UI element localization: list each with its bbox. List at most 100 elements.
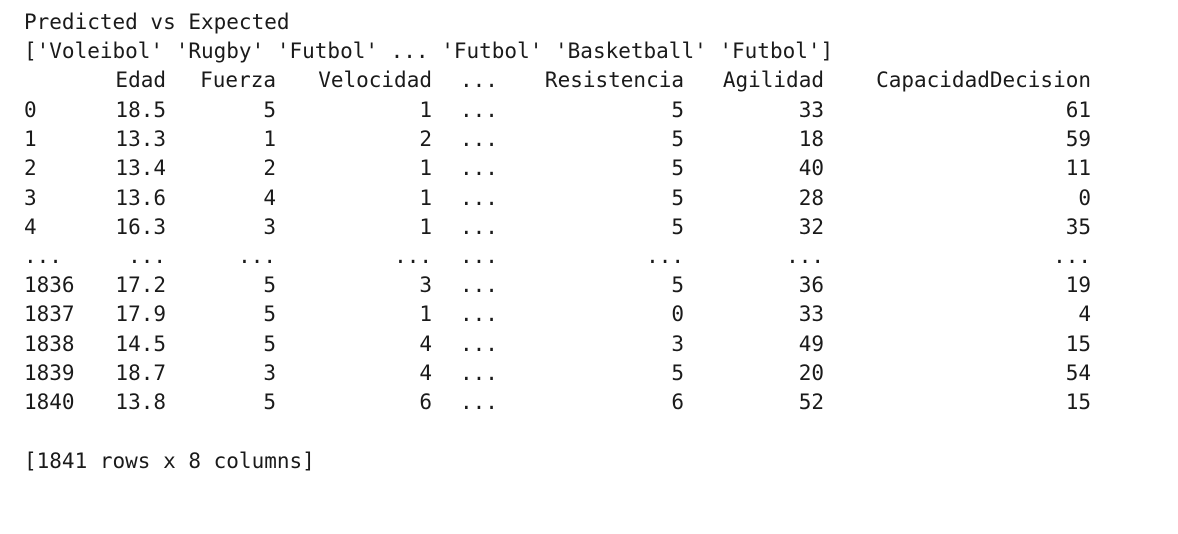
cell-capacidad-decision: 19: [1065, 273, 1091, 298]
cell-velocidad: 1: [419, 156, 432, 181]
row-index: 4: [24, 214, 37, 239]
cell-agilidad: 32: [798, 214, 824, 239]
cell-capacidad-decision: 54: [1065, 360, 1091, 385]
row-index: 1839: [24, 360, 75, 385]
table-row: ........................: [0, 242, 1178, 271]
row-index: 2: [24, 156, 37, 181]
cell-ellipsis: ...: [460, 185, 498, 210]
table-row: 3 13.6 4 1... 5 28 0: [0, 184, 1178, 213]
cell-resistencia: 5: [671, 156, 684, 181]
cell-velocidad: 1: [419, 98, 432, 122]
cell-edad: 13.3: [115, 127, 166, 152]
cell-resistencia: 5: [671, 273, 684, 298]
cell-resistencia: 5: [671, 98, 684, 122]
cell-resistencia: 0: [671, 302, 684, 327]
table-row: 1837 17.9 5 1... 0 33 4: [0, 300, 1178, 329]
table-header: Edad Fuerza Velocidad ... Resistencia Ag…: [0, 66, 1178, 95]
cell-fuerza: 3: [263, 360, 276, 385]
cell-agilidad: 40: [798, 156, 824, 181]
cell-fuerza: ...: [238, 244, 276, 268]
table-row: 0 18.5 5 1... 5 33 61: [0, 96, 1178, 125]
cell-ellipsis: ...: [460, 360, 498, 385]
cell-ellipsis: ...: [460, 273, 498, 298]
cell-resistencia: 5: [671, 360, 684, 385]
cell-resistencia: 5: [671, 127, 684, 152]
cell-ellipsis: ...: [460, 98, 498, 122]
cell-agilidad: 28: [798, 185, 824, 210]
table-row: 1836 17.2 5 3... 5 36 19: [0, 271, 1178, 300]
cell-agilidad: 33: [798, 302, 824, 327]
predictions-line: ['Voleibol' 'Rugby' 'Futbol' ... 'Futbol…: [0, 37, 1178, 66]
cell-capacidad-decision: 15: [1065, 390, 1091, 414]
cell-ellipsis: ...: [460, 390, 498, 414]
cell-edad: ...: [128, 244, 166, 268]
cell-ellipsis: ...: [460, 302, 498, 327]
console-output: Predicted vs Expected ['Voleibol' 'Rugby…: [0, 8, 1178, 476]
cell-capacidad-decision: 15: [1065, 331, 1091, 356]
cell-fuerza: 2: [263, 156, 276, 181]
cell-velocidad: ...: [394, 244, 432, 268]
cell-capacidad-decision: 35: [1065, 214, 1091, 239]
cell-velocidad: 1: [419, 214, 432, 239]
cell-ellipsis: ...: [460, 244, 498, 268]
predictions-array: ['Voleibol' 'Rugby' 'Futbol' ... 'Futbol…: [24, 39, 834, 63]
cell-edad: 17.2: [115, 273, 166, 298]
cell-ellipsis: ...: [460, 214, 498, 239]
cell-agilidad: 49: [798, 331, 824, 356]
title-line: Predicted vs Expected: [0, 8, 1178, 37]
table-row: 1838 14.5 5 4... 3 49 15: [0, 330, 1178, 359]
row-index: 1837: [24, 302, 75, 327]
cell-velocidad: 6: [419, 390, 432, 414]
cell-agilidad: 20: [798, 360, 824, 385]
cell-capacidad-decision: 11: [1065, 156, 1091, 181]
cell-fuerza: 5: [263, 302, 276, 327]
cell-fuerza: 5: [263, 273, 276, 298]
cell-resistencia: 3: [671, 331, 684, 356]
summary-line: [1841 rows x 8 columns]: [0, 447, 1178, 476]
cell-resistencia: 5: [671, 214, 684, 239]
header-velocidad: Velocidad: [318, 68, 432, 92]
cell-velocidad: 4: [419, 360, 432, 385]
cell-agilidad: 33: [798, 98, 824, 122]
cell-fuerza: 5: [263, 98, 276, 122]
output-title: Predicted vs Expected: [24, 10, 290, 34]
table-row: 1840 13.8 5 6... 6 52 15: [0, 388, 1178, 417]
cell-ellipsis: ...: [460, 127, 498, 152]
cell-resistencia: 5: [671, 185, 684, 210]
cell-velocidad: 4: [419, 331, 432, 356]
cell-edad: 18.5: [115, 98, 166, 122]
cell-capacidad-decision: 4: [1078, 302, 1091, 327]
cell-capacidad-decision: 59: [1065, 127, 1091, 152]
row-index: 1838: [24, 331, 75, 356]
cell-velocidad: 1: [419, 302, 432, 327]
cell-agilidad: 52: [798, 390, 824, 414]
row-index: ...: [24, 244, 62, 268]
cell-fuerza: 1: [263, 127, 276, 152]
cell-edad: 18.7: [115, 360, 166, 385]
header-agilidad: Agilidad: [722, 68, 824, 92]
cell-fuerza: 3: [263, 214, 276, 239]
table-row: 1839 18.7 3 4... 5 20 54: [0, 359, 1178, 388]
cell-edad: 13.4: [115, 156, 166, 181]
row-index: 3: [24, 185, 37, 210]
cell-resistencia: ...: [646, 244, 684, 268]
cell-velocidad: 2: [419, 127, 432, 152]
row-index: 1840: [24, 390, 75, 414]
table-row: 4 16.3 3 1... 5 32 35: [0, 213, 1178, 242]
cell-ellipsis: ...: [460, 156, 498, 181]
cell-edad: 14.5: [115, 331, 166, 356]
header-capacidad-decision: CapacidadDecision: [876, 68, 1091, 92]
cell-edad: 16.3: [115, 214, 166, 239]
cell-velocidad: 3: [419, 273, 432, 298]
row-index: 0: [24, 98, 37, 122]
header-ellipsis: ...: [460, 68, 498, 92]
header-edad: Edad: [115, 68, 166, 92]
header-fuerza: Fuerza: [200, 68, 276, 92]
cell-agilidad: ...: [786, 244, 824, 268]
table-row: 2 13.4 2 1... 5 40 11: [0, 154, 1178, 183]
cell-velocidad: 1: [419, 185, 432, 210]
row-index: 1836: [24, 273, 75, 298]
cell-fuerza: 5: [263, 331, 276, 356]
header-resistencia: Resistencia: [544, 68, 684, 92]
row-index: 1: [24, 127, 37, 152]
